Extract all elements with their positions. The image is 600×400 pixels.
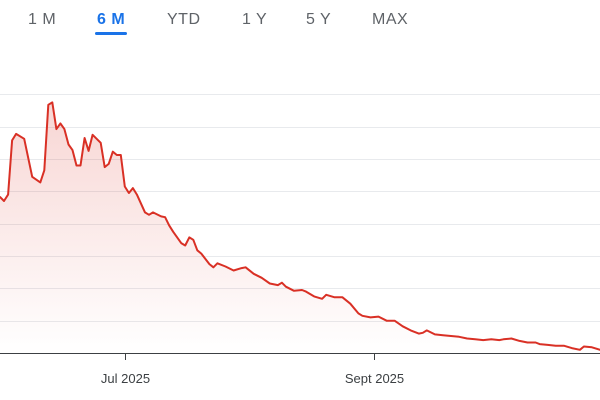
tab-label: MAX — [372, 11, 409, 28]
tab-ytd[interactable]: YTD — [167, 9, 201, 35]
tab-max[interactable]: MAX — [372, 9, 408, 35]
series-area — [0, 102, 600, 354]
tab-label: 5 Y — [306, 11, 332, 28]
tab-label: 6 M — [97, 11, 126, 28]
tab-1y[interactable]: 1 Y — [242, 9, 267, 35]
tab-label: YTD — [167, 11, 201, 28]
tab-1m[interactable]: 1 M — [28, 9, 56, 35]
x-tick-label: Jul 2025 — [101, 371, 150, 386]
tab-6m[interactable]: 6 M — [95, 9, 128, 35]
active-tab-underline — [95, 32, 128, 35]
tab-label: 1 Y — [242, 11, 268, 28]
series-line — [0, 101, 600, 351]
range-tabs: 1 M 6 M YTD 1 Y 5 Y MAX — [0, 0, 600, 40]
x-tick-label: Sept 2025 — [345, 371, 404, 386]
tab-5y[interactable]: 5 Y — [306, 9, 331, 35]
tab-label: 1 M — [28, 11, 57, 28]
